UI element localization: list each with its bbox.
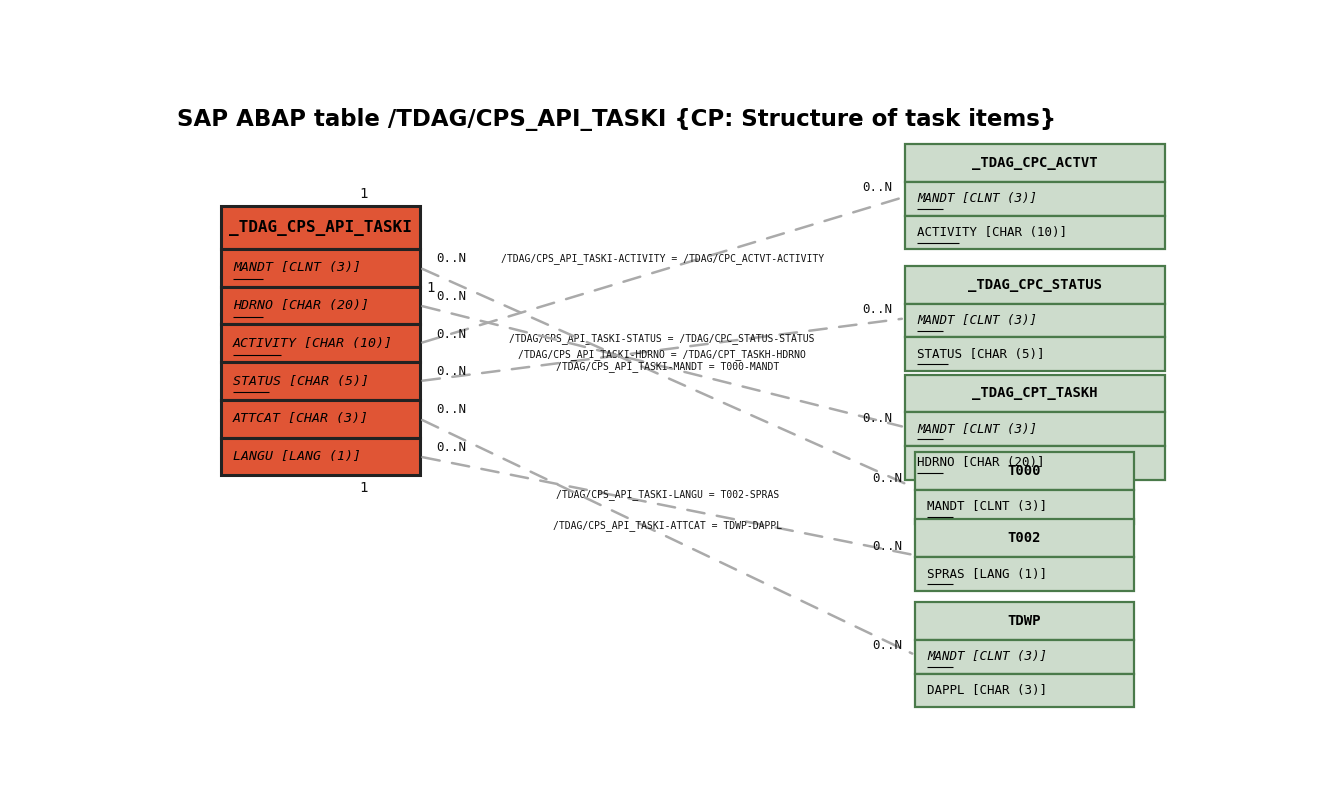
Text: HDRNO [CHAR (20)]: HDRNO [CHAR (20)]: [917, 456, 1044, 469]
Text: 0..N: 0..N: [863, 303, 893, 316]
FancyBboxPatch shape: [221, 438, 420, 476]
Text: 0..N: 0..N: [873, 539, 902, 553]
FancyBboxPatch shape: [905, 412, 1166, 446]
FancyBboxPatch shape: [915, 674, 1134, 707]
FancyBboxPatch shape: [915, 602, 1134, 640]
Text: ATTCAT [CHAR (3)]: ATTCAT [CHAR (3)]: [233, 412, 369, 425]
FancyBboxPatch shape: [905, 374, 1166, 412]
Text: _TDAG_CPC_ACTVT: _TDAG_CPC_ACTVT: [972, 156, 1097, 170]
Text: MANDT [CLNT (3)]: MANDT [CLNT (3)]: [927, 500, 1047, 513]
Text: 0..N: 0..N: [436, 328, 466, 341]
Text: MANDT [CLNT (3)]: MANDT [CLNT (3)]: [917, 423, 1036, 435]
FancyBboxPatch shape: [221, 249, 420, 286]
Text: _TDAG_CPC_STATUS: _TDAG_CPC_STATUS: [968, 278, 1102, 292]
Text: MANDT [CLNT (3)]: MANDT [CLNT (3)]: [233, 261, 361, 274]
Text: MANDT [CLNT (3)]: MANDT [CLNT (3)]: [927, 650, 1047, 664]
Text: ACTIVITY [CHAR (10)]: ACTIVITY [CHAR (10)]: [917, 226, 1067, 239]
Text: STATUS [CHAR (5)]: STATUS [CHAR (5)]: [917, 347, 1044, 361]
Text: /TDAG/CPS_API_TASKI-ACTIVITY = /TDAG/CPC_ACTVT-ACTIVITY: /TDAG/CPS_API_TASKI-ACTIVITY = /TDAG/CPC…: [500, 253, 823, 264]
FancyBboxPatch shape: [905, 337, 1166, 371]
Text: SPRAS [LANG (1)]: SPRAS [LANG (1)]: [927, 568, 1047, 580]
Text: /TDAG/CPS_API_TASKI-MANDT = T000-MANDT: /TDAG/CPS_API_TASKI-MANDT = T000-MANDT: [556, 361, 778, 372]
Text: 1: 1: [425, 282, 435, 295]
Text: 0..N: 0..N: [863, 182, 893, 194]
Text: _TDAG_CPS_API_TASKI: _TDAG_CPS_API_TASKI: [229, 220, 412, 236]
Text: 0..N: 0..N: [863, 412, 893, 424]
Text: T000: T000: [1008, 464, 1042, 478]
FancyBboxPatch shape: [915, 490, 1134, 523]
Text: 0..N: 0..N: [436, 441, 466, 454]
FancyBboxPatch shape: [915, 557, 1134, 591]
FancyBboxPatch shape: [915, 519, 1134, 557]
Text: 0..N: 0..N: [436, 366, 466, 378]
Text: 1: 1: [360, 481, 367, 495]
Text: 0..N: 0..N: [873, 473, 902, 485]
Text: ACTIVITY [CHAR (10)]: ACTIVITY [CHAR (10)]: [233, 337, 392, 350]
Text: /TDAG/CPS_API_TASKI-LANGU = T002-SPRAS: /TDAG/CPS_API_TASKI-LANGU = T002-SPRAS: [556, 488, 778, 500]
Text: HDRNO [CHAR (20)]: HDRNO [CHAR (20)]: [233, 299, 369, 312]
Text: 0..N: 0..N: [873, 639, 902, 652]
Text: SAP ABAP table /TDAG/CPS_API_TASKI {CP: Structure of task items}: SAP ABAP table /TDAG/CPS_API_TASKI {CP: …: [176, 108, 1056, 131]
Text: /TDAG/CPS_API_TASKI-ATTCAT = TDWP-DAPPL: /TDAG/CPS_API_TASKI-ATTCAT = TDWP-DAPPL: [553, 519, 782, 531]
FancyBboxPatch shape: [221, 400, 420, 438]
Text: T002: T002: [1008, 531, 1042, 546]
Text: TDWP: TDWP: [1008, 614, 1042, 628]
Text: STATUS [CHAR (5)]: STATUS [CHAR (5)]: [233, 374, 369, 388]
FancyBboxPatch shape: [221, 362, 420, 400]
Text: 1: 1: [360, 187, 367, 201]
FancyBboxPatch shape: [905, 304, 1166, 337]
Text: LANGU [LANG (1)]: LANGU [LANG (1)]: [233, 450, 361, 463]
Text: 0..N: 0..N: [436, 252, 466, 265]
FancyBboxPatch shape: [915, 452, 1134, 490]
Text: /TDAG/CPS_API_TASKI-STATUS = /TDAG/CPC_STATUS-STATUS: /TDAG/CPS_API_TASKI-STATUS = /TDAG/CPC_S…: [510, 332, 815, 343]
FancyBboxPatch shape: [915, 640, 1134, 674]
FancyBboxPatch shape: [905, 216, 1166, 249]
FancyBboxPatch shape: [905, 144, 1166, 182]
FancyBboxPatch shape: [221, 206, 420, 249]
Text: MANDT [CLNT (3)]: MANDT [CLNT (3)]: [917, 314, 1036, 327]
FancyBboxPatch shape: [905, 266, 1166, 304]
FancyBboxPatch shape: [221, 324, 420, 362]
FancyBboxPatch shape: [221, 286, 420, 324]
Text: /TDAG/CPS_API_TASKI-HDRNO = /TDAG/CPT_TASKH-HDRNO: /TDAG/CPS_API_TASKI-HDRNO = /TDAG/CPT_TA…: [519, 349, 806, 360]
FancyBboxPatch shape: [905, 182, 1166, 216]
Text: DAPPL [CHAR (3)]: DAPPL [CHAR (3)]: [927, 684, 1047, 697]
FancyBboxPatch shape: [905, 446, 1166, 480]
Text: 0..N: 0..N: [436, 404, 466, 416]
Text: 0..N: 0..N: [436, 290, 466, 303]
Text: MANDT [CLNT (3)]: MANDT [CLNT (3)]: [917, 193, 1036, 205]
Text: _TDAG_CPT_TASKH: _TDAG_CPT_TASKH: [972, 386, 1097, 400]
